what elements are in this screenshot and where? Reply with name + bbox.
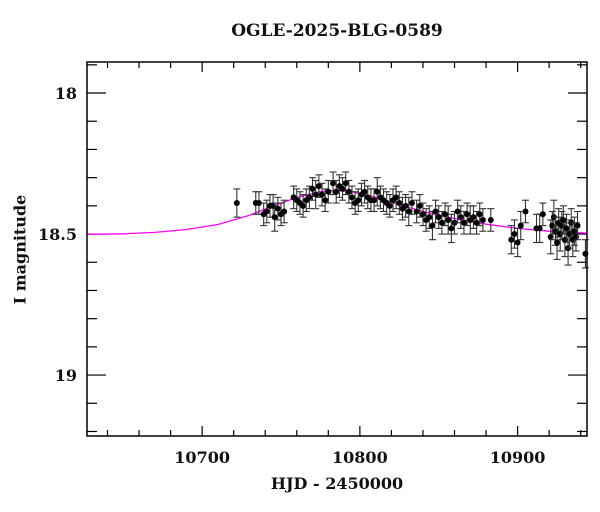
- data-point: [514, 227, 522, 258]
- data-point: [476, 202, 484, 227]
- data-point: [559, 205, 567, 235]
- data-point: [454, 199, 462, 224]
- data-point: [581, 239, 589, 269]
- data-point: [457, 205, 465, 229]
- data-point: [361, 179, 369, 204]
- data-point: [339, 177, 347, 201]
- data-point: [469, 205, 477, 229]
- data-point: [395, 191, 403, 215]
- data-point: [318, 182, 326, 207]
- data-point: [419, 202, 427, 227]
- data-point: [441, 202, 449, 227]
- data-point: [255, 191, 263, 215]
- data-point: [309, 177, 317, 201]
- data-point: [539, 202, 547, 227]
- data-point: [373, 177, 381, 207]
- data-point: [348, 185, 356, 210]
- data-point: [271, 202, 279, 232]
- data-point: [536, 213, 544, 244]
- data-point: [263, 199, 271, 224]
- data-point: [416, 194, 424, 218]
- data-point: [463, 202, 471, 227]
- data-points: [233, 171, 589, 269]
- data-point: [479, 208, 487, 232]
- data-point: [354, 188, 362, 213]
- data-point: [233, 188, 241, 218]
- data-point: [562, 213, 570, 244]
- data-point: [332, 179, 340, 204]
- data-point: [428, 210, 436, 241]
- data-point: [386, 194, 394, 218]
- data-point: [405, 196, 413, 227]
- data-point: [487, 208, 495, 232]
- x-tick-label: 10700: [174, 448, 230, 467]
- data-point: [413, 199, 421, 224]
- data-point: [324, 179, 332, 204]
- data-point: [312, 179, 320, 210]
- x-axis-label: HJD - 2450000: [270, 474, 404, 493]
- data-point: [408, 191, 416, 215]
- y-tick-label: 18.5: [38, 225, 77, 244]
- chart-title: OGLE-2025-BLG-0589: [231, 21, 443, 41]
- data-point: [345, 179, 353, 204]
- x-tick-label: 10800: [332, 448, 388, 467]
- plot-frame: [86, 61, 588, 437]
- axis-ticks: [87, 62, 587, 436]
- data-point: [507, 225, 515, 255]
- tick-labels: 10700 10800 10900 18 18.5 19: [38, 84, 545, 467]
- data-point: [435, 205, 443, 229]
- data-point: [510, 219, 518, 249]
- data-point: [269, 194, 277, 218]
- data-point: [402, 194, 410, 218]
- data-point: [392, 185, 400, 210]
- data-point: [574, 210, 582, 241]
- data-point: [389, 188, 397, 213]
- y-tick-label: 19: [55, 366, 77, 385]
- x-tick-label: 10900: [490, 448, 546, 467]
- data-point: [521, 199, 529, 224]
- data-point: [299, 194, 307, 218]
- data-point: [447, 213, 455, 244]
- data-point: [444, 205, 452, 235]
- data-point: [274, 196, 282, 221]
- data-point: [280, 199, 288, 224]
- data-point: [432, 199, 440, 224]
- y-tick-label: 18: [55, 84, 77, 103]
- data-point: [517, 210, 525, 241]
